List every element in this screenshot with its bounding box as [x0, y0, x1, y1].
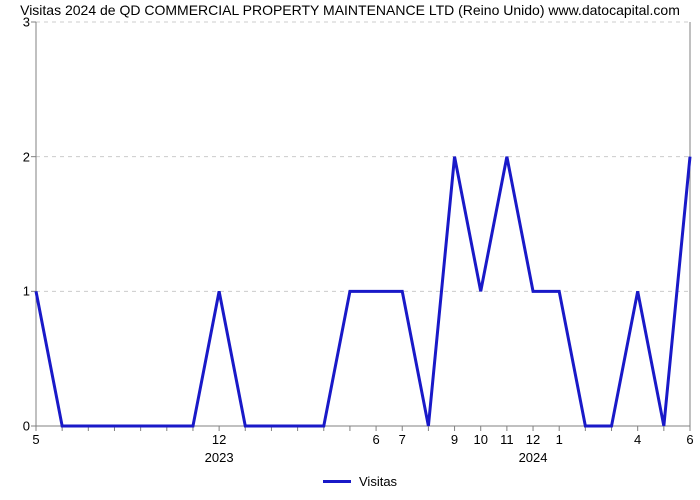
x-tick-label: 6: [686, 432, 693, 447]
chart-container: Visitas 2024 de QD COMMERCIAL PROPERTY M…: [0, 0, 700, 500]
y-tick-label: 2: [10, 149, 30, 164]
x-tick-label: 6: [372, 432, 379, 447]
x-tick-label: 9: [451, 432, 458, 447]
y-tick-label: 0: [10, 419, 30, 434]
legend: Visitas: [323, 474, 397, 489]
x-tick-label: 1: [556, 432, 563, 447]
plot-area: [36, 22, 690, 426]
x-tick-label: 10: [473, 432, 487, 447]
x-group-label: 2024: [519, 450, 548, 465]
x-tick-label: 5: [32, 432, 39, 447]
x-tick-label: 12: [526, 432, 540, 447]
x-tick-label: 7: [399, 432, 406, 447]
x-tick-label: 4: [634, 432, 641, 447]
legend-swatch: [323, 480, 351, 483]
chart-title: Visitas 2024 de QD COMMERCIAL PROPERTY M…: [20, 2, 680, 18]
x-tick-label: 11: [500, 432, 514, 447]
y-tick-label: 3: [10, 15, 30, 30]
legend-label: Visitas: [359, 474, 397, 489]
y-tick-label: 1: [10, 284, 30, 299]
chart-svg: [36, 22, 690, 426]
x-group-label: 2023: [205, 450, 234, 465]
x-tick-label: 12: [212, 432, 226, 447]
